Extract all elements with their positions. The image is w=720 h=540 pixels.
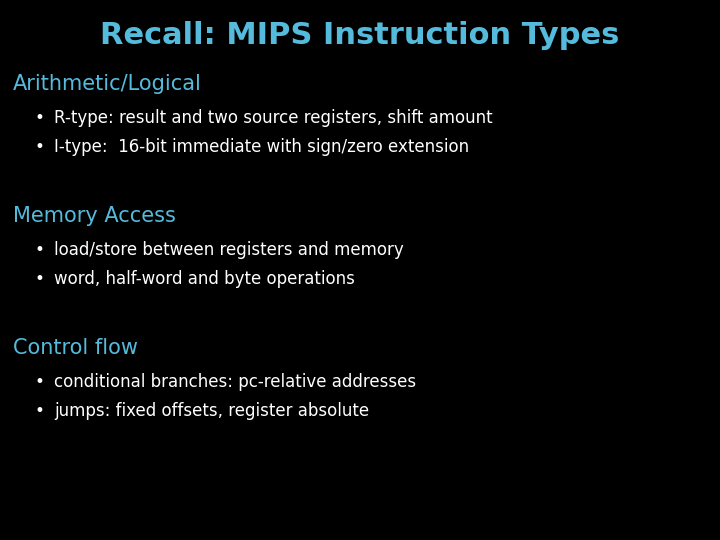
Text: Recall: MIPS Instruction Types: Recall: MIPS Instruction Types	[100, 21, 620, 50]
Text: I-type:  16-bit immediate with sign/zero extension: I-type: 16-bit immediate with sign/zero …	[54, 138, 469, 156]
Text: conditional branches: pc-relative addresses: conditional branches: pc-relative addres…	[54, 373, 416, 392]
Text: •: •	[35, 241, 45, 259]
Text: Memory Access: Memory Access	[13, 206, 176, 226]
Text: •: •	[35, 373, 45, 392]
Text: •: •	[35, 270, 45, 288]
Text: •: •	[35, 109, 45, 127]
Text: Control flow: Control flow	[13, 338, 138, 359]
Text: jumps: fixed offsets, register absolute: jumps: fixed offsets, register absolute	[54, 402, 369, 421]
Text: word, half-word and byte operations: word, half-word and byte operations	[54, 270, 355, 288]
Text: •: •	[35, 138, 45, 156]
Text: Arithmetic/Logical: Arithmetic/Logical	[13, 73, 202, 94]
Text: •: •	[35, 402, 45, 421]
Text: R-type: result and two source registers, shift amount: R-type: result and two source registers,…	[54, 109, 492, 127]
Text: load/store between registers and memory: load/store between registers and memory	[54, 241, 404, 259]
